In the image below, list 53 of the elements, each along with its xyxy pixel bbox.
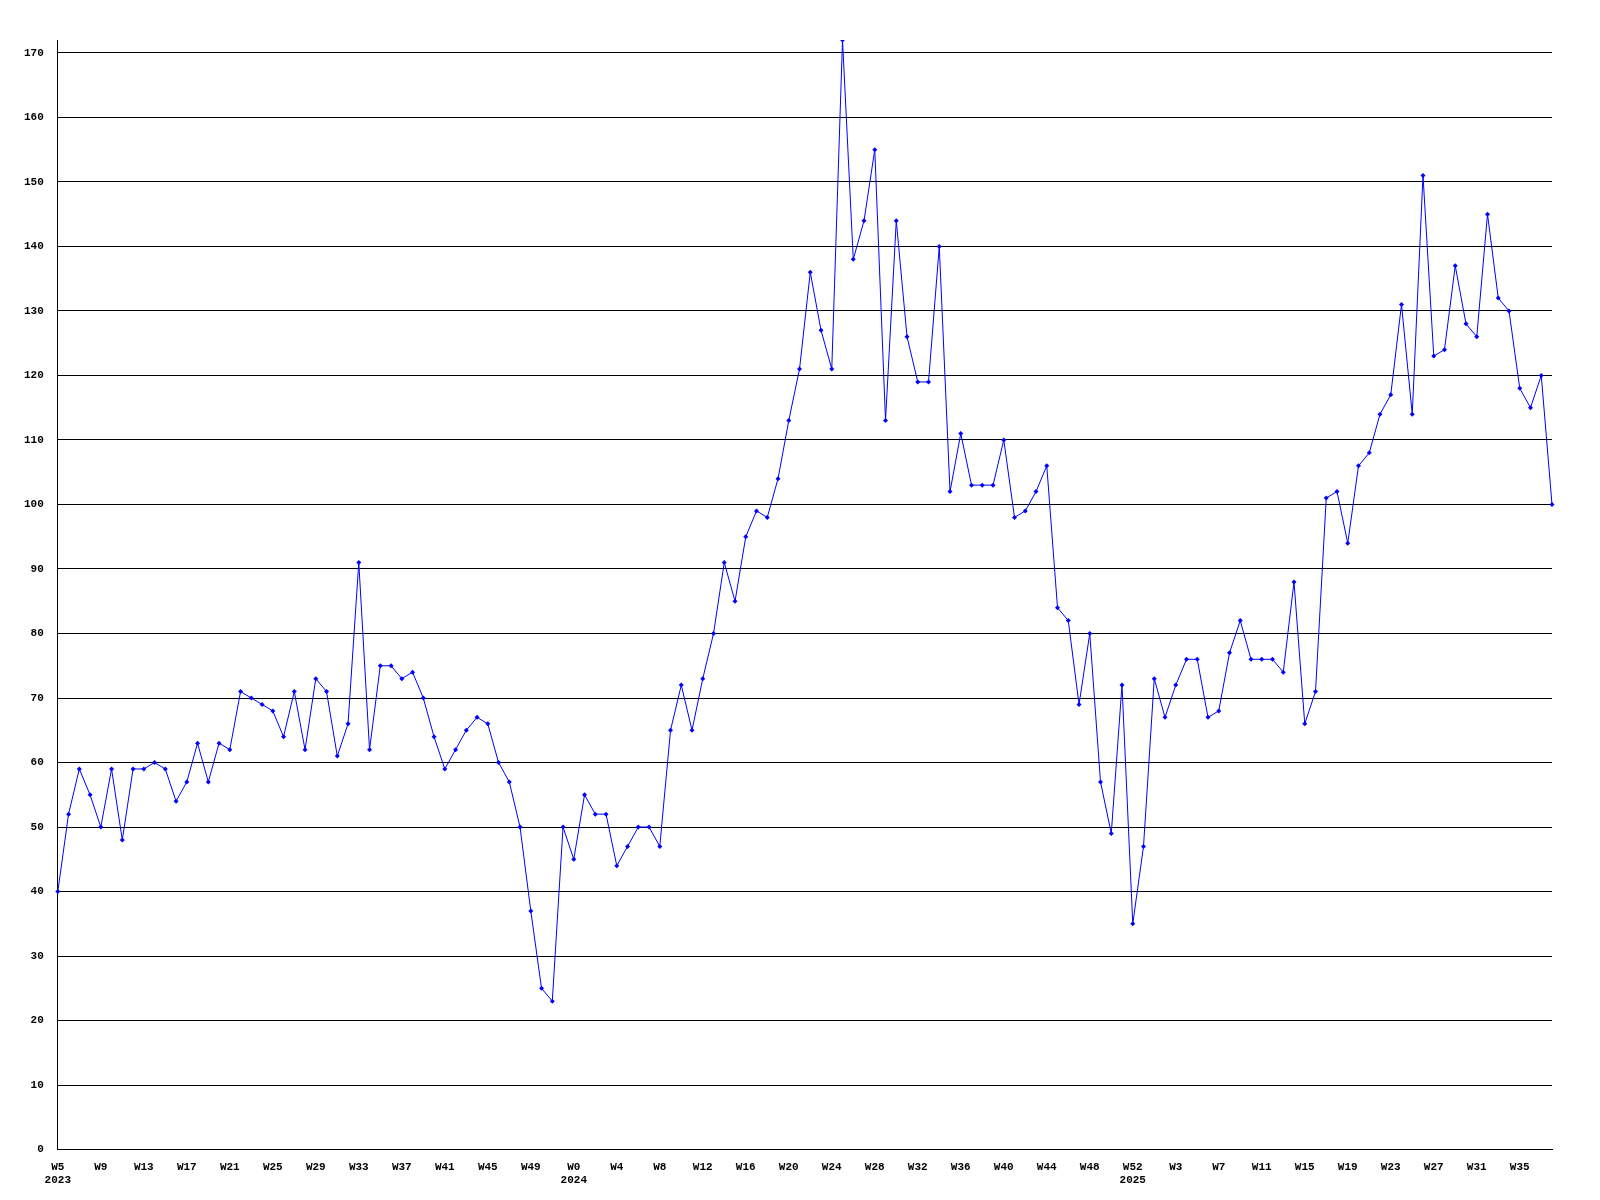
x-tick-label: W36	[950, 1160, 971, 1173]
x-tick-label: W27	[1423, 1160, 1444, 1173]
x-tick-label: W48	[1079, 1160, 1101, 1173]
y-tick-label: 170	[23, 46, 44, 59]
x-tick-label: W35	[1509, 1160, 1531, 1173]
y-tick-label: 120	[23, 369, 44, 382]
x-tick-label: W12	[692, 1160, 713, 1173]
x-tick-label: W9	[94, 1160, 108, 1173]
y-tick-label: 30	[30, 949, 44, 962]
x-tick-label: W45	[477, 1160, 499, 1173]
y-tick-label: 70	[30, 691, 44, 704]
x-tick-label: W20	[778, 1160, 799, 1173]
x-tick-label: W52 2025	[1119, 1160, 1147, 1187]
y-tick-label: 20	[30, 1014, 44, 1027]
x-tick-label: W41	[434, 1160, 456, 1173]
y-tick-label: 110	[23, 433, 44, 446]
y-tick-label: 90	[30, 562, 44, 575]
x-tick-label: W37	[391, 1160, 412, 1173]
x-tick-label: W4	[610, 1160, 624, 1173]
x-tick-label: W5 2023	[44, 1160, 72, 1187]
x-tick-label: W28	[864, 1160, 886, 1173]
x-tick-label: W49	[520, 1160, 541, 1173]
y-tick-label: 140	[23, 240, 44, 253]
x-tick-label: W24	[821, 1160, 843, 1173]
x-tick-label: W21	[219, 1160, 241, 1173]
x-tick-label: W0 2024	[560, 1160, 588, 1187]
y-tick-label: 80	[30, 627, 44, 640]
y-tick-label: 160	[23, 111, 44, 124]
y-tick-label: 40	[30, 885, 44, 898]
y-tick-label: 0	[37, 1143, 44, 1156]
y-tick-label: 10	[30, 1078, 44, 1091]
x-tick-label: W13	[133, 1160, 155, 1173]
y-tick-label: 150	[23, 175, 44, 188]
x-tick-label: W25	[262, 1160, 284, 1173]
x-tick-label: W31	[1466, 1160, 1488, 1173]
x-tick-label: W33	[348, 1160, 370, 1173]
x-tick-label: W44	[1036, 1160, 1058, 1173]
x-tick-label: W16	[735, 1160, 756, 1173]
y-tick-label: 100	[23, 498, 44, 511]
x-tick-label: W32	[907, 1160, 928, 1173]
x-tick-label: W8	[653, 1160, 667, 1173]
x-tick-label: W11	[1251, 1160, 1273, 1173]
x-tick-label: W29	[305, 1160, 326, 1173]
x-tick-label: W19	[1337, 1160, 1358, 1173]
x-tick-label: W3	[1169, 1160, 1183, 1173]
y-tick-label: 60	[30, 756, 44, 769]
x-tick-label: W17	[176, 1160, 197, 1173]
x-tick-label: W15	[1294, 1160, 1316, 1173]
x-tick-label: W23	[1380, 1160, 1402, 1173]
y-tick-label: 50	[30, 820, 44, 833]
x-tick-label: W7	[1212, 1160, 1226, 1173]
y-tick-label: 130	[23, 304, 44, 317]
x-tick-label: W40	[993, 1160, 1014, 1173]
